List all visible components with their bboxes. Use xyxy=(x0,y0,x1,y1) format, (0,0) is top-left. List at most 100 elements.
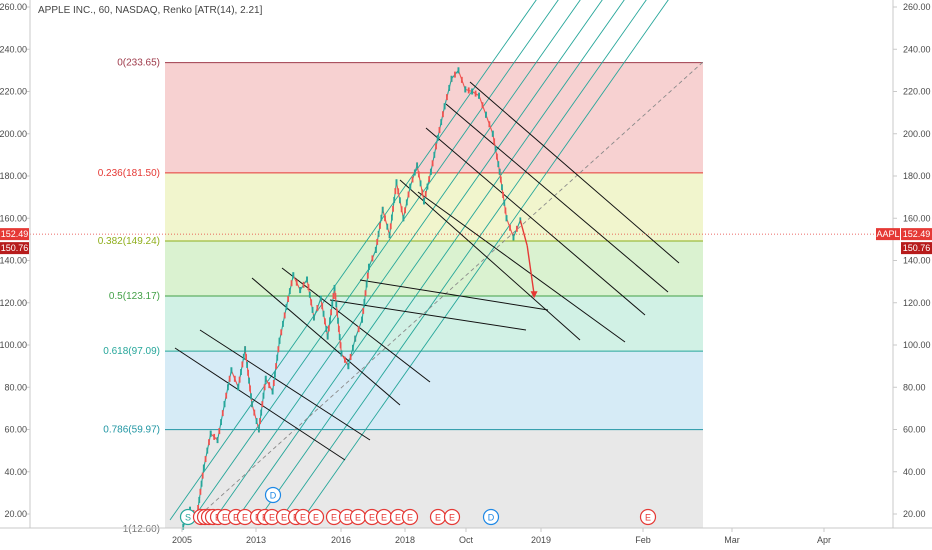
renko-brick xyxy=(257,426,260,433)
event-marker-D[interactable] xyxy=(264,486,282,504)
renko-brick xyxy=(404,207,406,214)
renko-brick xyxy=(435,143,437,150)
event-marker-label: E xyxy=(242,513,248,523)
renko-brick xyxy=(313,314,315,321)
parallel-line xyxy=(359,279,549,311)
event-marker-label: E xyxy=(355,513,361,523)
channel-line xyxy=(191,0,559,521)
renko-brick xyxy=(498,168,501,175)
fib-level-label: 0(233.65) xyxy=(117,58,160,69)
renko-brick xyxy=(332,293,335,300)
renko-brick xyxy=(454,71,456,78)
y-tick-label: 160.00 xyxy=(0,213,27,223)
renko-brick xyxy=(216,437,219,444)
renko-brick xyxy=(421,189,424,196)
renko-brick xyxy=(400,206,403,213)
parallel-line xyxy=(199,329,371,441)
price-segment xyxy=(526,245,535,295)
event-marker-label: E xyxy=(407,513,413,523)
ask-price-badge-right-bg xyxy=(901,242,932,255)
renko-brick xyxy=(467,87,470,94)
renko-brick xyxy=(311,306,314,313)
y-tick-label: 100.00 xyxy=(0,340,27,350)
price-axis-left[interactable]: 20.00 40.00 60.00 80.00 100.00 120.00 140.00 16… xyxy=(0,2,30,519)
renko-brick xyxy=(202,464,205,471)
y-tick-label: 140.00 xyxy=(903,256,931,266)
y-tick-label: 160.00 xyxy=(903,213,931,223)
y-tick-label: 60.00 xyxy=(4,425,27,435)
renko-brick xyxy=(390,214,393,221)
renko-brick xyxy=(282,320,284,327)
renko-brick xyxy=(515,225,518,232)
renko-brick xyxy=(204,456,207,463)
y-tick-label: 120.00 xyxy=(0,298,27,308)
renko-brick xyxy=(247,369,249,376)
y-tick-label: 100.00 xyxy=(903,340,931,350)
renko-brick xyxy=(322,310,325,317)
renko-brick xyxy=(379,222,381,229)
renko-brick xyxy=(407,191,410,198)
renko-brick xyxy=(362,307,365,314)
renko-brick xyxy=(363,299,366,306)
renko-brick xyxy=(299,287,302,294)
event-marker-E[interactable] xyxy=(443,508,461,526)
renko-brick xyxy=(440,119,443,126)
renko-brick xyxy=(288,288,291,295)
event-marker-E[interactable] xyxy=(401,508,419,526)
renko-brick xyxy=(423,198,425,205)
renko-brick xyxy=(428,176,431,183)
renko-brick xyxy=(366,272,369,279)
y-tick-label: 180.00 xyxy=(0,171,27,181)
renko-brick xyxy=(259,418,261,425)
renko-brick xyxy=(426,183,429,190)
median-line xyxy=(189,61,704,525)
event-marker-label: S xyxy=(185,513,191,523)
y-tick-label: 80.00 xyxy=(903,382,926,392)
renko-brick xyxy=(411,176,414,183)
ticker-badge-bg xyxy=(876,228,900,241)
renko-brick xyxy=(380,214,383,221)
renko-brick xyxy=(272,380,275,387)
parallel-line xyxy=(251,277,401,406)
price-segment xyxy=(347,338,356,367)
renko-brick xyxy=(228,375,231,382)
renko-brick xyxy=(310,299,313,306)
event-marker-E[interactable] xyxy=(639,508,657,526)
y-tick-label: 40.00 xyxy=(903,467,926,477)
y-tick-label: 200.00 xyxy=(0,129,27,139)
ask-price-badge-left: 150.76 xyxy=(1,243,29,253)
renko-brick xyxy=(246,361,248,368)
renko-brick xyxy=(442,111,444,118)
renko-brick xyxy=(392,205,394,212)
renko-brick xyxy=(278,337,281,344)
fib-zone xyxy=(165,296,703,352)
renko-brick xyxy=(395,179,398,186)
renko-brick xyxy=(255,418,258,425)
y-tick-label: 240.00 xyxy=(903,44,931,54)
renko-brick xyxy=(433,151,436,158)
renko-brick xyxy=(260,409,263,416)
y-tick-label: 20.00 xyxy=(903,509,926,519)
price-segment xyxy=(409,165,418,187)
renko-brick xyxy=(261,401,264,408)
y-tick-label: 220.00 xyxy=(0,87,27,97)
renko-brick xyxy=(436,134,439,141)
time-axis[interactable]: 2005 2013 2016 2018 Oct 2019 Feb Mar Apr xyxy=(172,528,831,545)
event-marker-D[interactable] xyxy=(482,508,500,526)
renko-brick xyxy=(349,353,352,360)
renko-brick xyxy=(271,388,274,395)
x-tick-label: Mar xyxy=(724,535,740,545)
renko-brick xyxy=(200,480,203,487)
renko-brick xyxy=(352,344,354,351)
renko-brick xyxy=(221,410,224,417)
channel-line xyxy=(257,0,625,521)
renko-brick xyxy=(241,361,244,368)
renko-brick xyxy=(416,162,419,169)
event-markers[interactable]: SDEEEEEEEEEEEEEEEEEEEEEEEEDE xyxy=(179,486,657,526)
renko-brick xyxy=(389,223,392,230)
price-axis-right[interactable]: 20.00 40.00 60.00 80.00 100.00 120.00 140.00 16… xyxy=(893,2,931,519)
y-tick-label: 260.00 xyxy=(0,2,27,12)
event-marker-E[interactable] xyxy=(307,508,325,526)
price-series xyxy=(182,67,538,530)
